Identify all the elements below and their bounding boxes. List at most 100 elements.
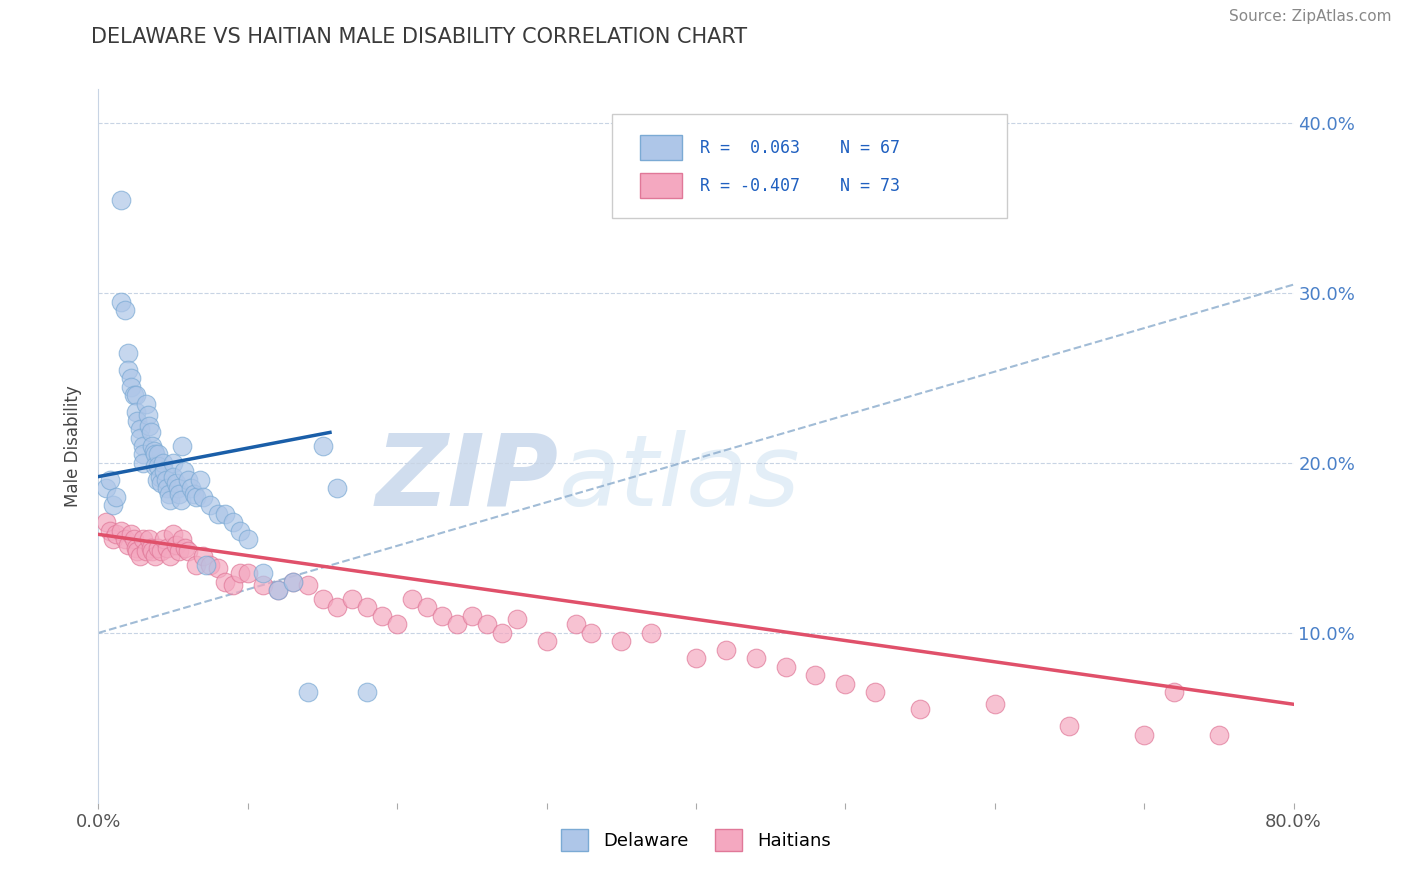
Point [132,448,155,462]
Point [98,473,122,487]
Point [506,612,529,626]
Point [416,600,439,615]
Point [124,388,146,402]
Point [356,685,378,699]
Point [110,193,132,207]
Point [120,379,142,393]
FancyBboxPatch shape [640,136,682,161]
Point [117,345,139,359]
Point [183,486,205,500]
Point [252,566,274,581]
Point [103,499,125,513]
Point [775,660,797,674]
Point [167,544,190,558]
Point [191,549,214,564]
Point [159,549,181,564]
Point [153,465,176,479]
Point [157,486,180,500]
Point [162,456,184,470]
Point [150,476,173,491]
Point [475,617,498,632]
Point [371,608,394,623]
Point [129,549,152,564]
Point [141,439,163,453]
Point [581,626,603,640]
Point [297,685,319,699]
Point [114,303,136,318]
Point [117,537,139,551]
Point [117,362,139,376]
Point [834,677,856,691]
Point [148,541,170,555]
Point [236,566,259,581]
Point [461,608,484,623]
Point [103,533,125,547]
Point [114,533,136,547]
Point [229,524,252,538]
Point [865,685,887,699]
Point [94,516,117,530]
Text: R =  0.063    N = 67: R = 0.063 N = 67 [700,139,900,157]
Point [172,439,194,453]
Point [127,413,149,427]
Point [132,533,155,547]
Point [214,507,236,521]
Point [640,626,662,640]
Y-axis label: Male Disability: Male Disability [65,385,83,507]
Point [125,405,148,419]
Point [162,469,184,483]
Point [385,617,409,632]
Point [98,524,122,538]
Point [110,294,132,309]
Point [565,617,588,632]
Point [124,533,146,547]
Point [222,578,245,592]
Point [129,430,152,444]
Legend: Delaware, Haitians: Delaware, Haitians [554,822,838,858]
Point [281,574,304,589]
Text: DELAWARE VS HAITIAN MALE DISABILITY CORRELATION CHART: DELAWARE VS HAITIAN MALE DISABILITY CORR… [91,27,748,46]
Point [1059,719,1081,733]
Point [207,507,229,521]
Text: Source: ZipAtlas.com: Source: ZipAtlas.com [1229,9,1392,24]
Point [267,583,290,598]
Point [110,524,132,538]
Point [145,473,167,487]
Point [142,444,165,458]
Point [162,527,184,541]
Point [139,425,162,440]
Point [188,473,211,487]
Point [143,549,166,564]
Point [184,558,207,572]
Point [984,698,1007,712]
Point [222,516,245,530]
Point [214,574,236,589]
Point [165,476,187,491]
Point [1133,728,1156,742]
Point [297,578,319,592]
Point [148,448,170,462]
Text: R = -0.407    N = 73: R = -0.407 N = 73 [700,177,900,194]
Point [430,608,453,623]
Point [177,473,200,487]
Point [132,439,155,453]
Point [177,544,200,558]
Point [150,544,173,558]
Point [180,482,202,496]
Point [169,493,191,508]
Point [156,541,179,555]
Point [135,544,157,558]
Point [491,626,513,640]
Point [714,643,737,657]
Point [804,668,827,682]
Point [207,561,229,575]
Point [165,537,187,551]
Point [908,702,931,716]
Point [342,591,364,606]
Point [745,651,768,665]
Point [135,396,157,410]
Point [105,490,128,504]
Point [127,544,149,558]
Text: atlas: atlas [558,430,800,526]
Point [149,469,172,483]
